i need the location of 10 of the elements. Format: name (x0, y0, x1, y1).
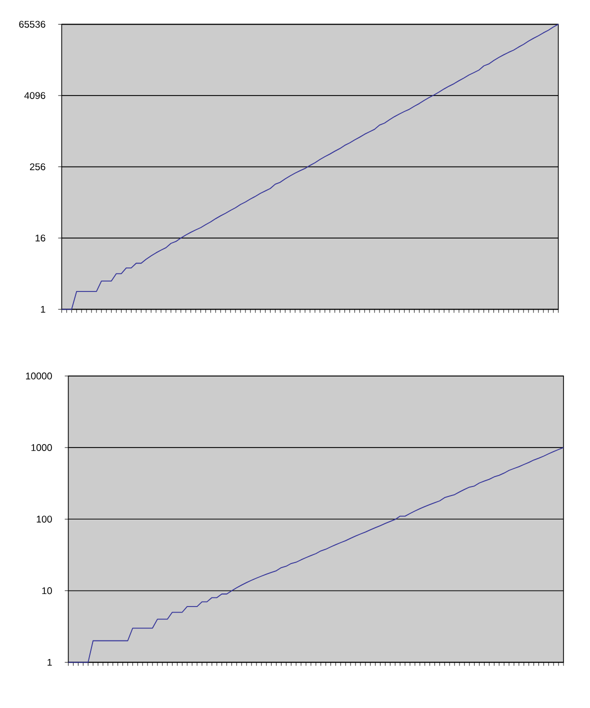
y-tick-label: 1 (41, 306, 46, 313)
y-tick-label: 16 (36, 234, 46, 242)
y-tick-label: 10000 (26, 372, 52, 380)
y-tick-label: 100 (36, 516, 52, 523)
y-tick-label: 256 (30, 163, 46, 170)
y-tick-label: 1 (48, 658, 52, 666)
y-tick-label: 10 (42, 587, 52, 594)
y-tick-label: 65536 (19, 20, 46, 28)
y-tick-label: 4096 (24, 92, 46, 99)
y-tick-label: 1000 (31, 444, 52, 451)
